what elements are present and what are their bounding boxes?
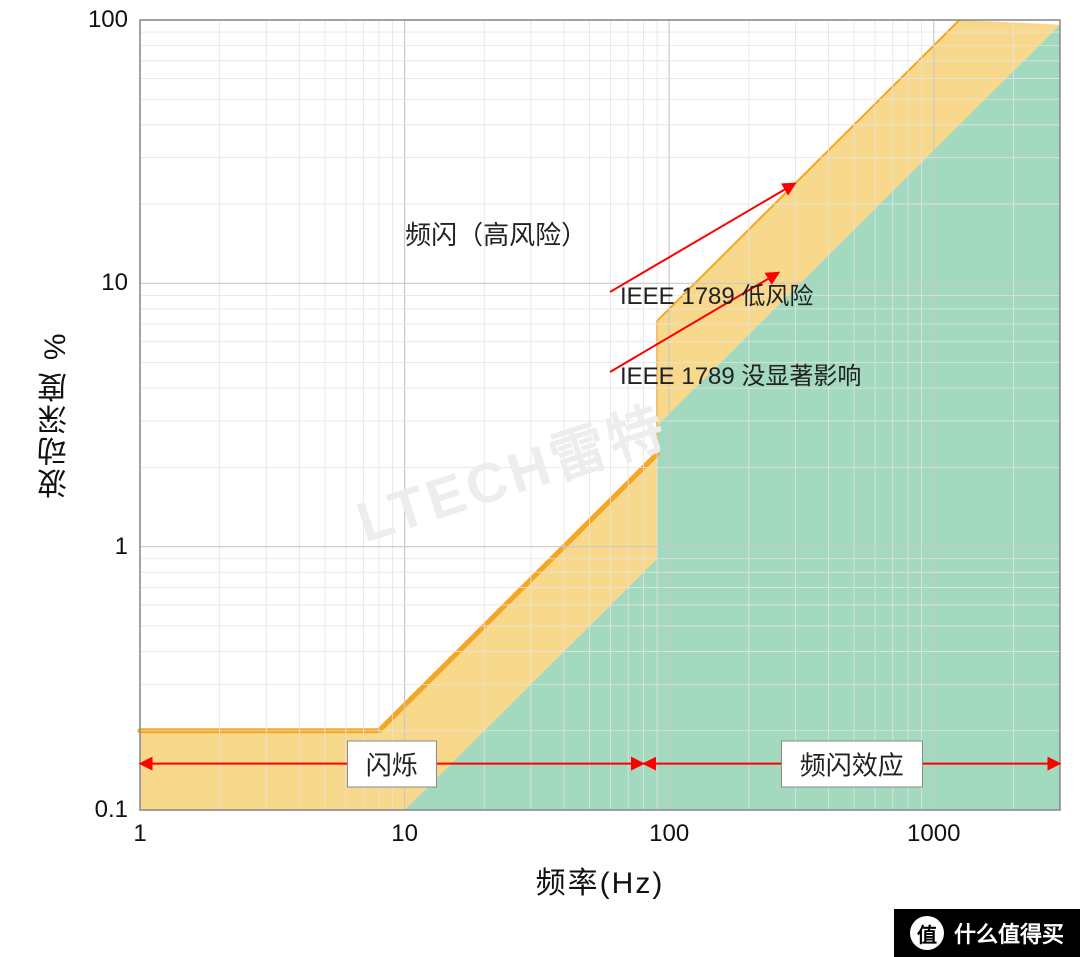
annotation-low-risk: IEEE 1789 低风险 — [620, 276, 813, 311]
x-tick-label: 1 — [133, 820, 146, 848]
range-label-strobe: 频闪效应 — [781, 740, 923, 787]
x-tick-label: 1000 — [907, 820, 960, 848]
x-tick-label: 10 — [391, 820, 418, 848]
y-tick-label: 10 — [101, 269, 128, 297]
footer-text: 什么值得买 — [954, 917, 1064, 949]
x-axis-title: 频率(Hz) — [536, 858, 665, 902]
y-tick-label: 0.1 — [95, 796, 128, 824]
x-tick-label: 100 — [649, 820, 689, 848]
chart-svg — [0, 0, 1080, 957]
annotation-no-effect: IEEE 1789 没显著影响 — [620, 356, 861, 391]
y-tick-label: 1 — [115, 533, 128, 561]
range-label-flicker: 闪烁 — [347, 740, 437, 787]
footer-badge-icon: 值 — [910, 916, 944, 950]
y-axis-title: 波动深度 % — [34, 331, 78, 498]
flicker-chart: LTECH雷特 波动深度 % 频率(Hz) 频闪（高风险） IEEE 1789 … — [0, 0, 1080, 957]
y-tick-label: 100 — [88, 6, 128, 34]
footer-brand: 值 什么值得买 — [894, 909, 1080, 957]
annotation-high-risk: 频闪（高风险） — [405, 215, 587, 252]
